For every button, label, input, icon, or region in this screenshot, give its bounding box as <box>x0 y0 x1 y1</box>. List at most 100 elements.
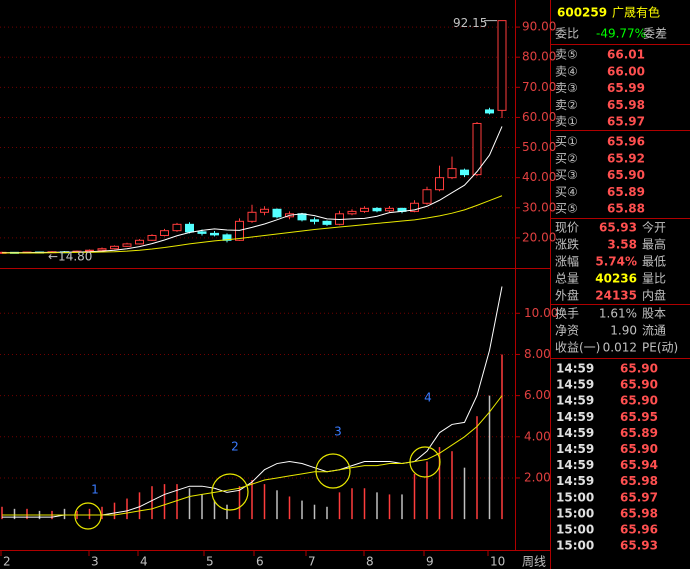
candle-body <box>260 208 269 213</box>
row-label: 卖③ <box>555 81 578 95</box>
x-tick-label: 6 <box>256 555 264 569</box>
x-tick-label: 4 <box>140 555 148 569</box>
candle-body <box>410 202 419 212</box>
x-tick-label: 10 <box>490 555 505 569</box>
candle-body <box>485 109 494 114</box>
row-label: 最低 <box>642 255 666 269</box>
candle-body <box>85 249 94 252</box>
marker-label: 1 <box>91 483 99 497</box>
y-tick-label: 2.00 <box>524 470 551 484</box>
candle-body <box>222 234 232 241</box>
marker-label: 2 <box>231 440 239 454</box>
tick-price: 65.94 <box>620 458 658 472</box>
candle-body <box>472 122 482 176</box>
row-label: 卖④ <box>555 64 578 78</box>
row-value: 65.98 <box>607 98 645 112</box>
row-label: 今开 <box>642 220 666 235</box>
candle-body <box>147 234 157 241</box>
row-value: 65.90 <box>607 168 645 182</box>
candle-body <box>497 20 507 111</box>
candle-body <box>460 169 469 176</box>
row-value: 5.74% <box>595 255 637 269</box>
ratio-label: 委比 <box>555 27 579 41</box>
x-tick-label: 9 <box>426 555 434 569</box>
candle-body <box>310 219 319 222</box>
row-value: 65.93 <box>599 221 637 235</box>
candle-body <box>110 245 119 250</box>
tick-time: 14:59 <box>556 474 594 488</box>
y-tick-label: 80.00 <box>522 50 556 64</box>
y-tick-label: 10.00 <box>524 306 558 320</box>
highlight-circle <box>211 473 249 511</box>
candle-body <box>347 210 357 215</box>
candle-body <box>322 220 332 225</box>
tick-time: 14:59 <box>556 458 594 472</box>
row-value: 0.012 <box>603 341 637 355</box>
x-tick-label: 8 <box>366 555 374 569</box>
tick-price: 65.90 <box>620 394 658 408</box>
y-tick-label: 8.00 <box>524 347 551 361</box>
row-label: 涨跌 <box>555 237 579 252</box>
y-tick-label: 4.00 <box>524 429 551 443</box>
candle-body <box>210 232 219 236</box>
stock-name: 广晟有色 <box>612 6 660 20</box>
candle-body <box>135 239 144 245</box>
row-label: 买③ <box>555 168 578 182</box>
x-tick-label: 3 <box>91 555 99 569</box>
low-label: ←14.80 <box>48 250 92 264</box>
tick-price: 65.95 <box>620 410 658 424</box>
moving-average <box>2 195 503 254</box>
row-label: 收益(一) <box>555 341 600 355</box>
row-label: 买① <box>555 135 578 149</box>
highlight-circle <box>74 502 102 530</box>
highlight-circle <box>409 446 441 478</box>
tick-price: 65.90 <box>620 378 658 392</box>
row-label: 现价 <box>555 221 579 235</box>
y-tick-label: 90.00 <box>522 20 556 34</box>
indicator-line <box>2 395 503 516</box>
candle-body <box>122 243 132 247</box>
row-label: 流通 <box>642 324 666 338</box>
y-tick-label: 70.00 <box>522 80 556 94</box>
y-tick-label: 40.00 <box>522 170 556 184</box>
moving-average <box>2 126 503 254</box>
tick-time: 14:59 <box>556 426 594 440</box>
candle-body <box>272 208 282 218</box>
tick-time: 15:00 <box>556 523 594 537</box>
row-label: 最高 <box>642 237 666 252</box>
row-label: 卖① <box>555 115 578 129</box>
tick-price: 65.93 <box>620 539 658 553</box>
row-label: 卖② <box>555 98 578 112</box>
row-label: 买④ <box>555 185 578 199</box>
row-label: 涨幅 <box>555 254 579 269</box>
tick-time: 15:00 <box>556 539 594 553</box>
row-value: 1.90 <box>610 324 637 338</box>
candle-body <box>372 207 382 212</box>
candle-body <box>435 177 444 191</box>
tick-price: 65.98 <box>620 474 658 488</box>
candle-body <box>360 207 369 212</box>
row-value: 66.00 <box>607 64 645 78</box>
row-label: 换手 <box>555 307 579 321</box>
tick-price: 65.98 <box>620 506 658 520</box>
candle-body <box>447 168 457 179</box>
tick-price: 65.89 <box>620 426 658 440</box>
candle-body <box>160 230 169 236</box>
candle-body <box>97 248 107 251</box>
tick-time: 15:00 <box>556 490 594 504</box>
row-label: 总量 <box>555 272 579 286</box>
tick-time: 15:00 <box>556 506 594 520</box>
row-value: 65.89 <box>607 185 645 199</box>
x-tick-label: 7 <box>308 555 316 569</box>
row-label: 买② <box>555 151 578 165</box>
highlight-circle <box>315 453 351 489</box>
candle-body <box>247 211 257 222</box>
row-value: 65.99 <box>607 81 645 95</box>
tick-price: 65.97 <box>620 490 658 504</box>
row-label: 量比 <box>642 272 666 286</box>
tick-price: 65.90 <box>620 362 658 376</box>
tick-time: 14:59 <box>556 394 594 408</box>
high-label: 92.15 <box>453 16 487 30</box>
